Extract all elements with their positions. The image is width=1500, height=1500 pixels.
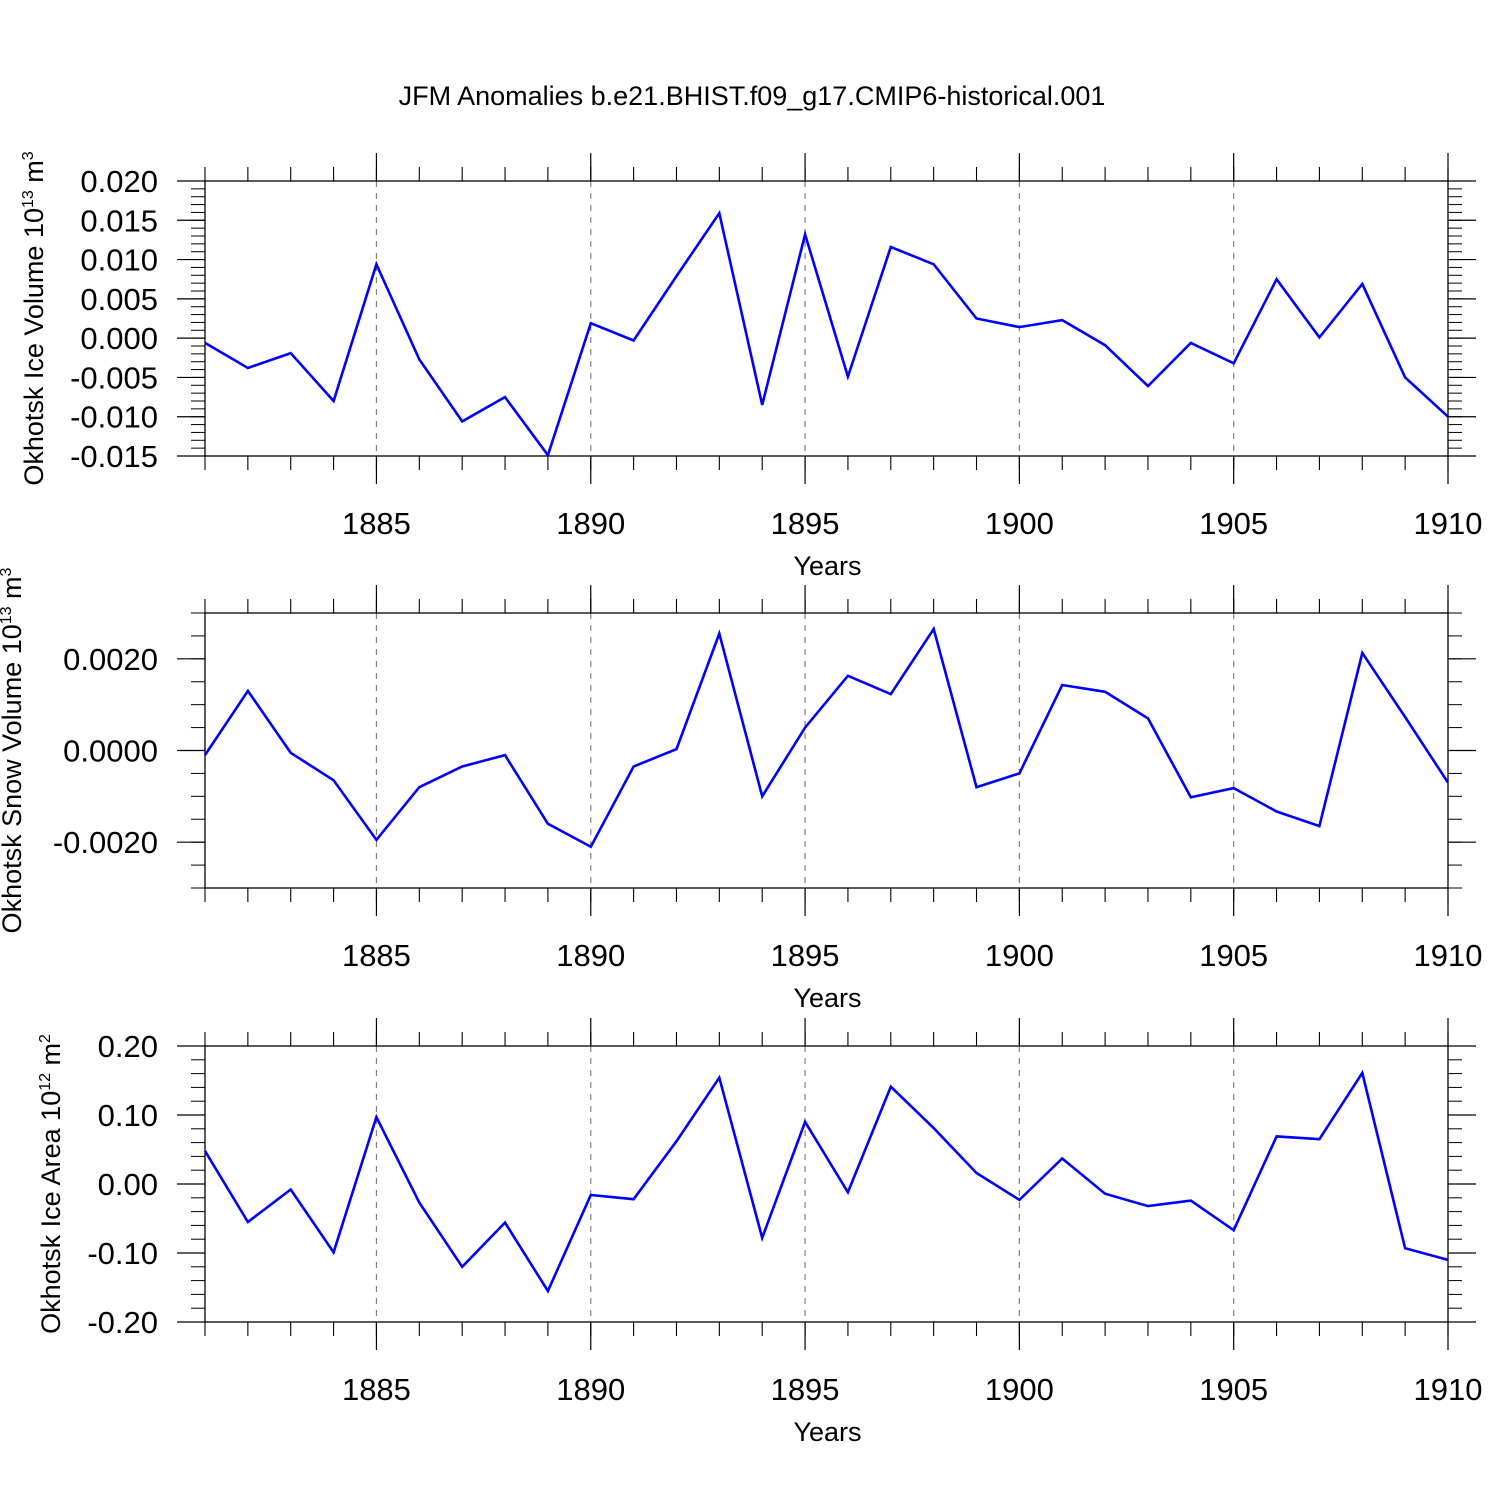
- x-tick-label: 1885: [342, 938, 411, 973]
- y-axis-label-part: m: [19, 160, 49, 190]
- x-tick-label: 1905: [1199, 938, 1268, 973]
- y-axis-label: Okhotsk Ice Volume 1013 m3: [19, 151, 49, 485]
- y-tick-label: -0.010: [70, 400, 158, 435]
- x-tick-label: 1910: [1414, 1372, 1483, 1407]
- y-tick-label: 0.000: [80, 321, 158, 356]
- y-axis-label: Okhotsk Ice Area 1012 m2: [36, 1034, 66, 1334]
- chart-title: JFM Anomalies b.e21.BHIST.f09_g17.CMIP6-…: [399, 81, 1106, 111]
- series-line-1: [204, 209, 1449, 459]
- x-tick-label: 1895: [771, 938, 840, 973]
- y-tick-label: 0.00: [98, 1167, 158, 1202]
- y-tick-label: 0.10: [98, 1098, 158, 1133]
- panel-1: 1885 1890 1895 1900 1905 1910 Years -0.015 -0.01…: [19, 151, 1482, 581]
- x-tick-label: 1900: [985, 506, 1054, 541]
- y-axis-label-part: Okhotsk Snow Volume 10: [0, 624, 27, 933]
- y-tick-label: 0.010: [80, 243, 158, 278]
- x-tick-label: 1900: [985, 1372, 1054, 1407]
- y-tick-label: 0.0000: [63, 734, 158, 769]
- y-tick-label: -0.0020: [53, 825, 158, 860]
- y-axis-label-part: 13: [20, 190, 37, 208]
- x-tick-label: 1900: [985, 938, 1054, 973]
- y-tick-label: 0.005: [80, 282, 158, 317]
- y-tick-label: 0.020: [80, 164, 158, 199]
- y-axis-label-part: Okhotsk Ice Area 10: [36, 1091, 66, 1334]
- x-tick-label: 1905: [1199, 506, 1268, 541]
- y-tick-label: -0.10: [87, 1236, 158, 1271]
- y-tick-label: 0.015: [80, 203, 158, 238]
- y-axis-label-part: 2: [37, 1034, 54, 1043]
- y-tick-label: -0.20: [87, 1305, 158, 1340]
- y-axis-label-part: m: [0, 576, 27, 606]
- x-tick-label: 1905: [1199, 1372, 1268, 1407]
- y-tick-label: -0.005: [70, 360, 158, 395]
- panel-2: 1885 1890 1895 1900 1905 1910 Years -0.0020 0.00…: [0, 567, 1482, 1013]
- x-tick-label: 1910: [1414, 506, 1483, 541]
- x-axis-label: Years: [793, 983, 861, 1013]
- x-axis-label: Years: [793, 1417, 861, 1447]
- x-tick-label: 1885: [342, 506, 411, 541]
- y-tick-label: -0.015: [70, 439, 158, 474]
- x-tick-label: 1895: [771, 1372, 840, 1407]
- y-axis-label-part: 13: [0, 606, 15, 624]
- x-axis-label: Years: [793, 551, 861, 581]
- y-tick-label: 0.0020: [63, 642, 158, 677]
- y-axis-label-part: 3: [0, 567, 15, 576]
- y-tick-label: 0.20: [98, 1029, 158, 1064]
- plot-frame: [204, 180, 1449, 457]
- x-tick-label: 1890: [556, 1372, 625, 1407]
- series-line-2: [203, 625, 1450, 849]
- series-line-3: [203, 1069, 1449, 1294]
- y-axis-label: Okhotsk Snow Volume 1013 m3: [0, 567, 27, 933]
- chart-panels: 1885 1890 1895 1900 1905 1910 Years -0.015 -0.01…: [0, 151, 1482, 1447]
- x-tick-label: 1895: [771, 506, 840, 541]
- x-tick-label: 1890: [556, 506, 625, 541]
- y-axis-label-part: 12: [37, 1073, 54, 1091]
- y-axis-label-part: Okhotsk Ice Volume 10: [19, 208, 49, 486]
- y-axis-label-part: 3: [20, 151, 37, 160]
- x-tick-label: 1890: [556, 938, 625, 973]
- x-tick-label: 1910: [1414, 938, 1483, 973]
- panel-3: 1885 1890 1895 1900 1905 1910 Years -0.20 -0.10 0…: [36, 1018, 1482, 1447]
- x-tick-label: 1885: [342, 1372, 411, 1407]
- y-axis-label-part: m: [36, 1043, 66, 1073]
